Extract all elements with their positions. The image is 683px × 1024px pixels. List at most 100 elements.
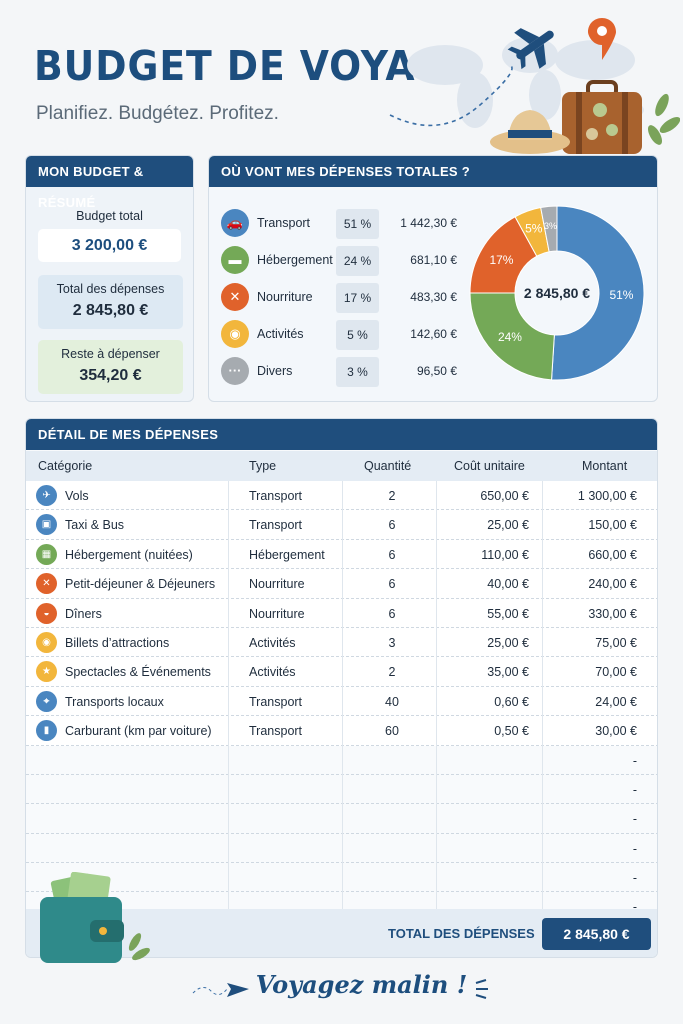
- column-divider: [542, 481, 543, 909]
- row-amount: 240,00 €: [588, 577, 637, 592]
- donut-slice: [540, 205, 558, 253]
- row-type: Transport: [249, 724, 303, 739]
- row-amount: 150,00 €: [588, 518, 637, 533]
- row-quantity[interactable]: 2: [388, 489, 396, 503]
- row-unit-cost[interactable]: 40,00 €: [487, 577, 529, 592]
- row-quantity[interactable]: 60: [385, 724, 399, 739]
- row-type: Transport: [249, 489, 303, 503]
- total-expenses-value: 2 845,80 €: [72, 302, 149, 319]
- row-category: Petit-déjeuner & Déjeuners: [65, 577, 216, 592]
- dots-icon: ···: [221, 357, 249, 385]
- summary-heading: MON BUDGET & RÉSUMÉ: [26, 156, 193, 210]
- row-amount: -: [632, 753, 637, 768]
- row-unit-cost[interactable]: 25,00 €: [487, 518, 529, 533]
- total-expenses-group: Total des dépenses 2 845,80 €: [38, 275, 183, 329]
- fork-knife-icon: ✕: [36, 573, 57, 595]
- row-amount: 330,00 €: [588, 606, 637, 621]
- table-row-empty[interactable]: -: [26, 775, 657, 805]
- table-row[interactable]: ▮ Carburant (km par voiture) Transport 60 0,…: [26, 716, 657, 746]
- row-unit-cost[interactable]: 35,00 €: [487, 665, 529, 680]
- page-header: BUDGET DE VOYAGE Planifiez. Budgétez. Pr…: [0, 0, 683, 154]
- table-row[interactable]: ◉ Billets d’attractions Activités 3 25,00 € 7…: [26, 627, 657, 658]
- table-row[interactable]: ▦ Hébergement (nuitées) Hébergement 6 110,00…: [26, 539, 657, 570]
- row-type: Transport: [249, 518, 303, 533]
- table-row[interactable]: ✕ Petit-déjeuner & Déjeuners Nourriture 6 40…: [26, 569, 657, 599]
- row-quantity[interactable]: 2: [388, 665, 396, 680]
- column-divider: [342, 481, 343, 909]
- table-row-empty[interactable]: -: [26, 804, 657, 834]
- row-quantity[interactable]: 6: [388, 606, 396, 621]
- footer: Voyagez malin !: [0, 970, 683, 1001]
- airplane-icon: [507, 28, 554, 70]
- row-category: Spectacles & Événements: [65, 665, 211, 680]
- col-amount: Montant: [582, 459, 628, 473]
- wallet-icon: [40, 872, 150, 963]
- donut-slice-label: 51%: [609, 288, 633, 302]
- fuel-icon: ▮: [36, 720, 57, 742]
- row-quantity[interactable]: 6: [388, 547, 396, 562]
- row-category: Taxi & Bus: [65, 518, 125, 533]
- plane-icon: ✈: [36, 485, 57, 506]
- car-icon: 🚗: [221, 209, 249, 237]
- row-amount: 660,00 €: [588, 547, 637, 562]
- table-row[interactable]: ▣ Taxi & Bus Transport 6 25,00 € 150,00 €: [26, 510, 657, 540]
- hat-icon: [490, 110, 570, 154]
- donut-slice-label: 17%: [489, 253, 513, 267]
- page-subtitle: Planifiez. Budgétez. Profitez.: [36, 103, 279, 124]
- budget-total-value[interactable]: 3 200,00 €: [38, 229, 181, 262]
- distribution-percent: 3 %: [336, 357, 379, 387]
- table-row[interactable]: ⌖ Transports locaux Transport 40 0,60 € 24,00…: [26, 686, 657, 717]
- table-row[interactable]: ★ Spectacles & Événements Activités 2 35,00 …: [26, 657, 657, 687]
- row-quantity[interactable]: 6: [388, 577, 396, 592]
- donut-slice: [469, 292, 555, 381]
- row-unit-cost[interactable]: 25,00 €: [487, 635, 529, 650]
- table-row[interactable]: ✈ Vols Transport 2 650,00 € 1 300,00 €: [26, 481, 657, 511]
- row-unit-cost[interactable]: 55,00 €: [487, 606, 529, 621]
- table-row-empty[interactable]: -: [26, 834, 657, 864]
- table-row-empty[interactable]: -: [26, 863, 657, 893]
- distribution-card: OÙ VONT MES DÉPENSES TOTALES ? 🚗 Transpor…: [208, 155, 658, 402]
- donut-slice-label: 24%: [498, 330, 522, 344]
- row-amount: -: [632, 871, 637, 886]
- travel-illustration: [389, 18, 680, 154]
- distribution-percent: 5 %: [336, 320, 379, 350]
- car-icon: ▣: [36, 514, 57, 536]
- col-category: Catégorie: [38, 459, 93, 473]
- row-category: Billets d’attractions: [65, 635, 170, 650]
- distribution-percent: 24 %: [336, 246, 379, 276]
- row-amount: 75,00 €: [595, 635, 637, 650]
- row-amount: -: [632, 812, 637, 827]
- sparkle-icon: [475, 978, 488, 999]
- row-quantity[interactable]: 40: [385, 694, 399, 709]
- ticket-icon: ★: [36, 661, 57, 683]
- distribution-percent: 51 %: [336, 209, 379, 239]
- row-quantity[interactable]: 6: [388, 518, 396, 533]
- flight-path-icon: [389, 64, 513, 127]
- remaining-group: Reste à dépenser 354,20 €: [38, 340, 183, 394]
- row-unit-cost[interactable]: 650,00 €: [480, 489, 529, 503]
- footer-slogan: Voyagez malin !: [255, 970, 468, 999]
- building-icon: ▦: [36, 543, 57, 565]
- distribution-name: Nourriture: [257, 290, 313, 304]
- row-amount: 70,00 €: [595, 665, 637, 680]
- distribution-name: Activités: [257, 327, 304, 341]
- distribution-row: 🚗 Transport 51 % 1 442,30 €: [221, 209, 457, 239]
- donut-slice: [551, 205, 645, 381]
- total-label: TOTAL DES DÉPENSES: [388, 926, 535, 941]
- distribution-row: ▬ Hébergement 24 % 681,10 €: [221, 246, 457, 276]
- location-pin-icon: [588, 18, 616, 60]
- row-unit-cost[interactable]: 0,60 €: [494, 694, 529, 709]
- row-amount: -: [632, 841, 637, 856]
- remaining-value: 354,20 €: [79, 367, 142, 384]
- row-category: Transports locaux: [65, 694, 164, 709]
- row-category: Dîners: [65, 606, 102, 621]
- row-quantity[interactable]: 3: [388, 635, 396, 650]
- summary-card: MON BUDGET & RÉSUMÉ Budget total 3 200,0…: [25, 155, 194, 402]
- table-row-empty[interactable]: -: [26, 746, 657, 775]
- row-unit-cost[interactable]: 0,50 €: [494, 724, 529, 739]
- row-unit-cost[interactable]: 110,00 €: [481, 547, 529, 562]
- donut-slice-label: 5%: [525, 222, 543, 236]
- table-row[interactable]: ◒ Dîners Nourriture 6 55,00 € 330,00 €: [26, 598, 657, 628]
- plant-leaves-icon: [648, 93, 680, 145]
- column-divider: [436, 481, 437, 909]
